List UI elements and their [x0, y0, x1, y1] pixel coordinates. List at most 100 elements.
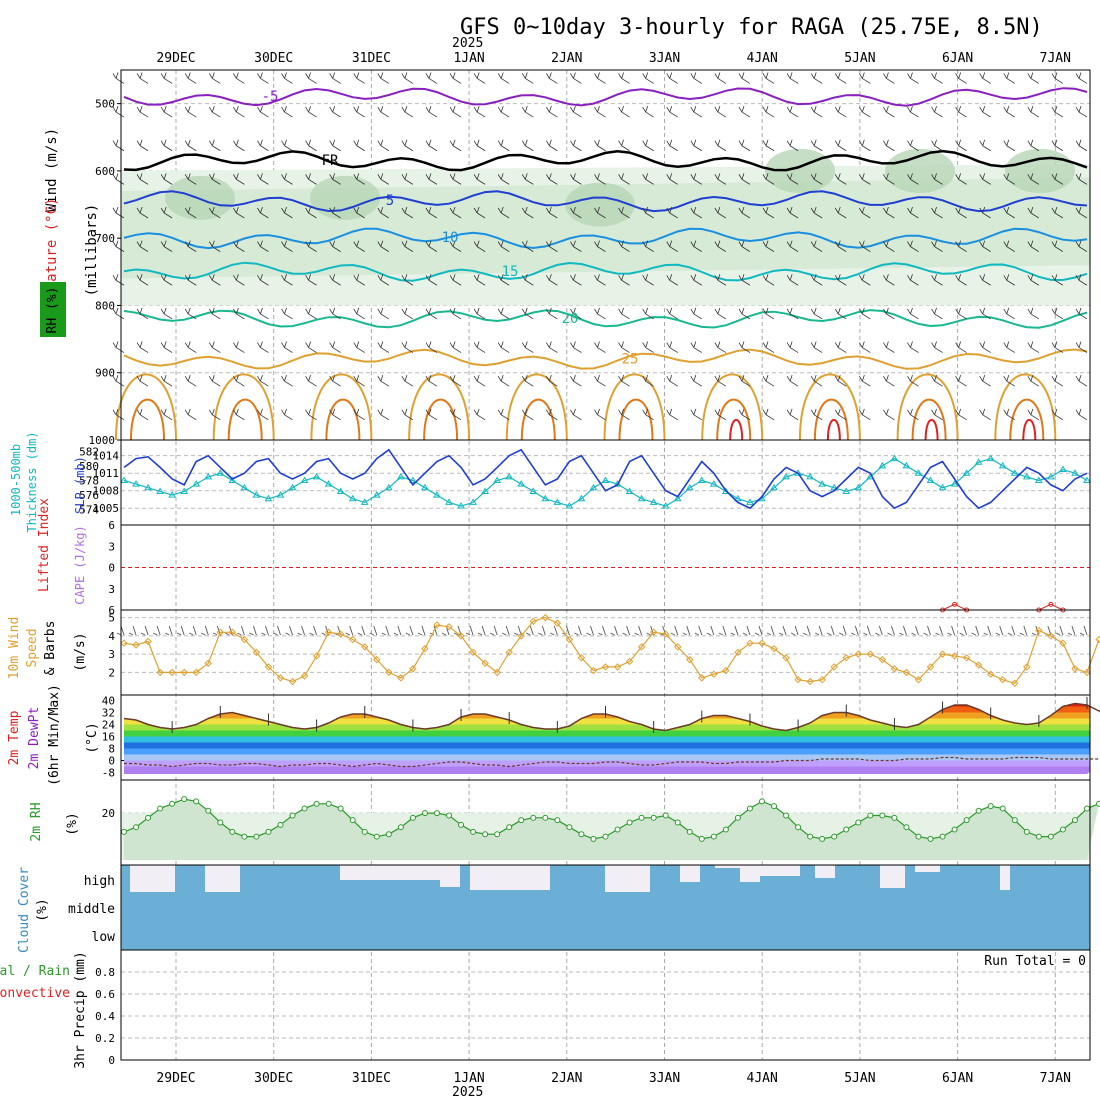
wind-barb [233, 240, 245, 252]
precip-tick-label: 0 [108, 1054, 115, 1067]
warm-lobe [310, 373, 373, 441]
wind-barb [666, 206, 678, 219]
wind-speed-point [1047, 632, 1055, 640]
wind-barb [112, 307, 125, 320]
wind-barb [1051, 240, 1064, 252]
wind-barb [834, 105, 847, 118]
wind-barb [738, 72, 751, 84]
wind-barb [570, 139, 582, 152]
pressure-tick-label: 500 [95, 98, 115, 111]
wind-speed-point [902, 668, 911, 677]
cloud-gap [1000, 865, 1010, 890]
rh-point [963, 817, 970, 824]
rh-point [506, 824, 513, 831]
wind-barb [931, 240, 943, 252]
wind-speed-point [890, 665, 899, 673]
rh-point [241, 833, 248, 840]
warm-lobe [505, 373, 568, 441]
wind-barb [160, 408, 173, 421]
temp-axis-label-a: 2m Temp [7, 710, 22, 765]
rh-axis-label-a: 2m RH [29, 802, 44, 841]
wind-barb [642, 240, 654, 252]
rh-point [1059, 826, 1066, 833]
wind-barb [377, 72, 390, 84]
wind-barb [112, 139, 125, 152]
thickness-point [433, 491, 441, 498]
wind-barb [690, 307, 703, 320]
wind-barb [136, 408, 149, 421]
wind-barb [1075, 240, 1088, 252]
wind-speed-line [123, 616, 1100, 685]
thickness-point [324, 480, 333, 487]
temp-color-band [124, 703, 1090, 707]
wind-barb [883, 72, 895, 84]
surface-wind-barb [381, 625, 390, 636]
wind-barb [401, 408, 414, 421]
wind-barb [160, 72, 173, 84]
li-tick-label: 3 [108, 583, 115, 596]
isotherm-line [123, 149, 1088, 172]
cloud-gap [205, 865, 240, 892]
rh-point [1084, 805, 1090, 812]
wind-barb [497, 72, 510, 84]
wind-barb [690, 72, 703, 84]
wind-barb [810, 307, 823, 320]
thickness-point [709, 480, 718, 487]
wind-barb [690, 408, 703, 421]
wind-barb [449, 173, 462, 185]
rh-point [193, 798, 200, 805]
surface-wind-barb [128, 625, 137, 636]
wind-barb [208, 72, 221, 84]
wind-barb [834, 240, 847, 252]
wind-speed-point [1059, 639, 1067, 647]
temp-tick-label: 24 [102, 719, 116, 732]
wind-barb [208, 240, 221, 252]
warm-lobe-inner [813, 398, 849, 441]
wind-barb [690, 173, 703, 185]
label-layer: GFS 0~10day 3-hourly for RAGA (25.75E, 8… [0, 15, 1086, 1100]
warm-lobe-inner [1009, 398, 1045, 441]
isotherm-line [123, 87, 1088, 107]
wind-barb [666, 341, 678, 353]
wind-speed-point [168, 668, 176, 677]
thickness-point [457, 502, 465, 509]
surface-wind-barb [778, 625, 787, 636]
wind-barb [257, 307, 269, 320]
rh-area [124, 799, 1099, 860]
wind-barb [1051, 307, 1064, 320]
wind-barb [642, 105, 654, 118]
wind-speed-point [722, 666, 730, 675]
warm-lobe-inner [227, 398, 263, 441]
wind-barb [281, 72, 293, 84]
wind-barb [594, 307, 606, 320]
surface-wind-barb [1067, 625, 1076, 636]
wind-barb [642, 341, 654, 353]
warm-lobe [115, 373, 177, 441]
wind-barb [618, 139, 630, 152]
wind-speed-point [385, 668, 393, 677]
thickness-point [144, 483, 152, 491]
surface-wind-barb [297, 625, 305, 636]
rh-point [121, 828, 127, 835]
wind-barb [738, 139, 751, 152]
wind-barb [377, 408, 390, 421]
wind-barb [305, 375, 317, 387]
thickness-point [601, 476, 610, 483]
thickness-point [806, 472, 815, 480]
temp-color-band [124, 730, 1090, 737]
wind-barb [546, 408, 558, 421]
wind-barb [1051, 206, 1064, 219]
rh-point [927, 835, 934, 842]
isotherm-line [123, 261, 1088, 282]
wind-barb [738, 274, 751, 286]
surface-wind-barb [526, 625, 534, 636]
wind-barb [449, 139, 462, 152]
rh-point [746, 805, 753, 812]
wind-barb [618, 341, 630, 353]
wind-barb [449, 341, 462, 353]
wind-barb [810, 408, 823, 421]
wind-barb [858, 72, 871, 84]
wind-barb [425, 274, 438, 286]
wind-barb [883, 274, 895, 286]
thickness-point [685, 483, 694, 491]
